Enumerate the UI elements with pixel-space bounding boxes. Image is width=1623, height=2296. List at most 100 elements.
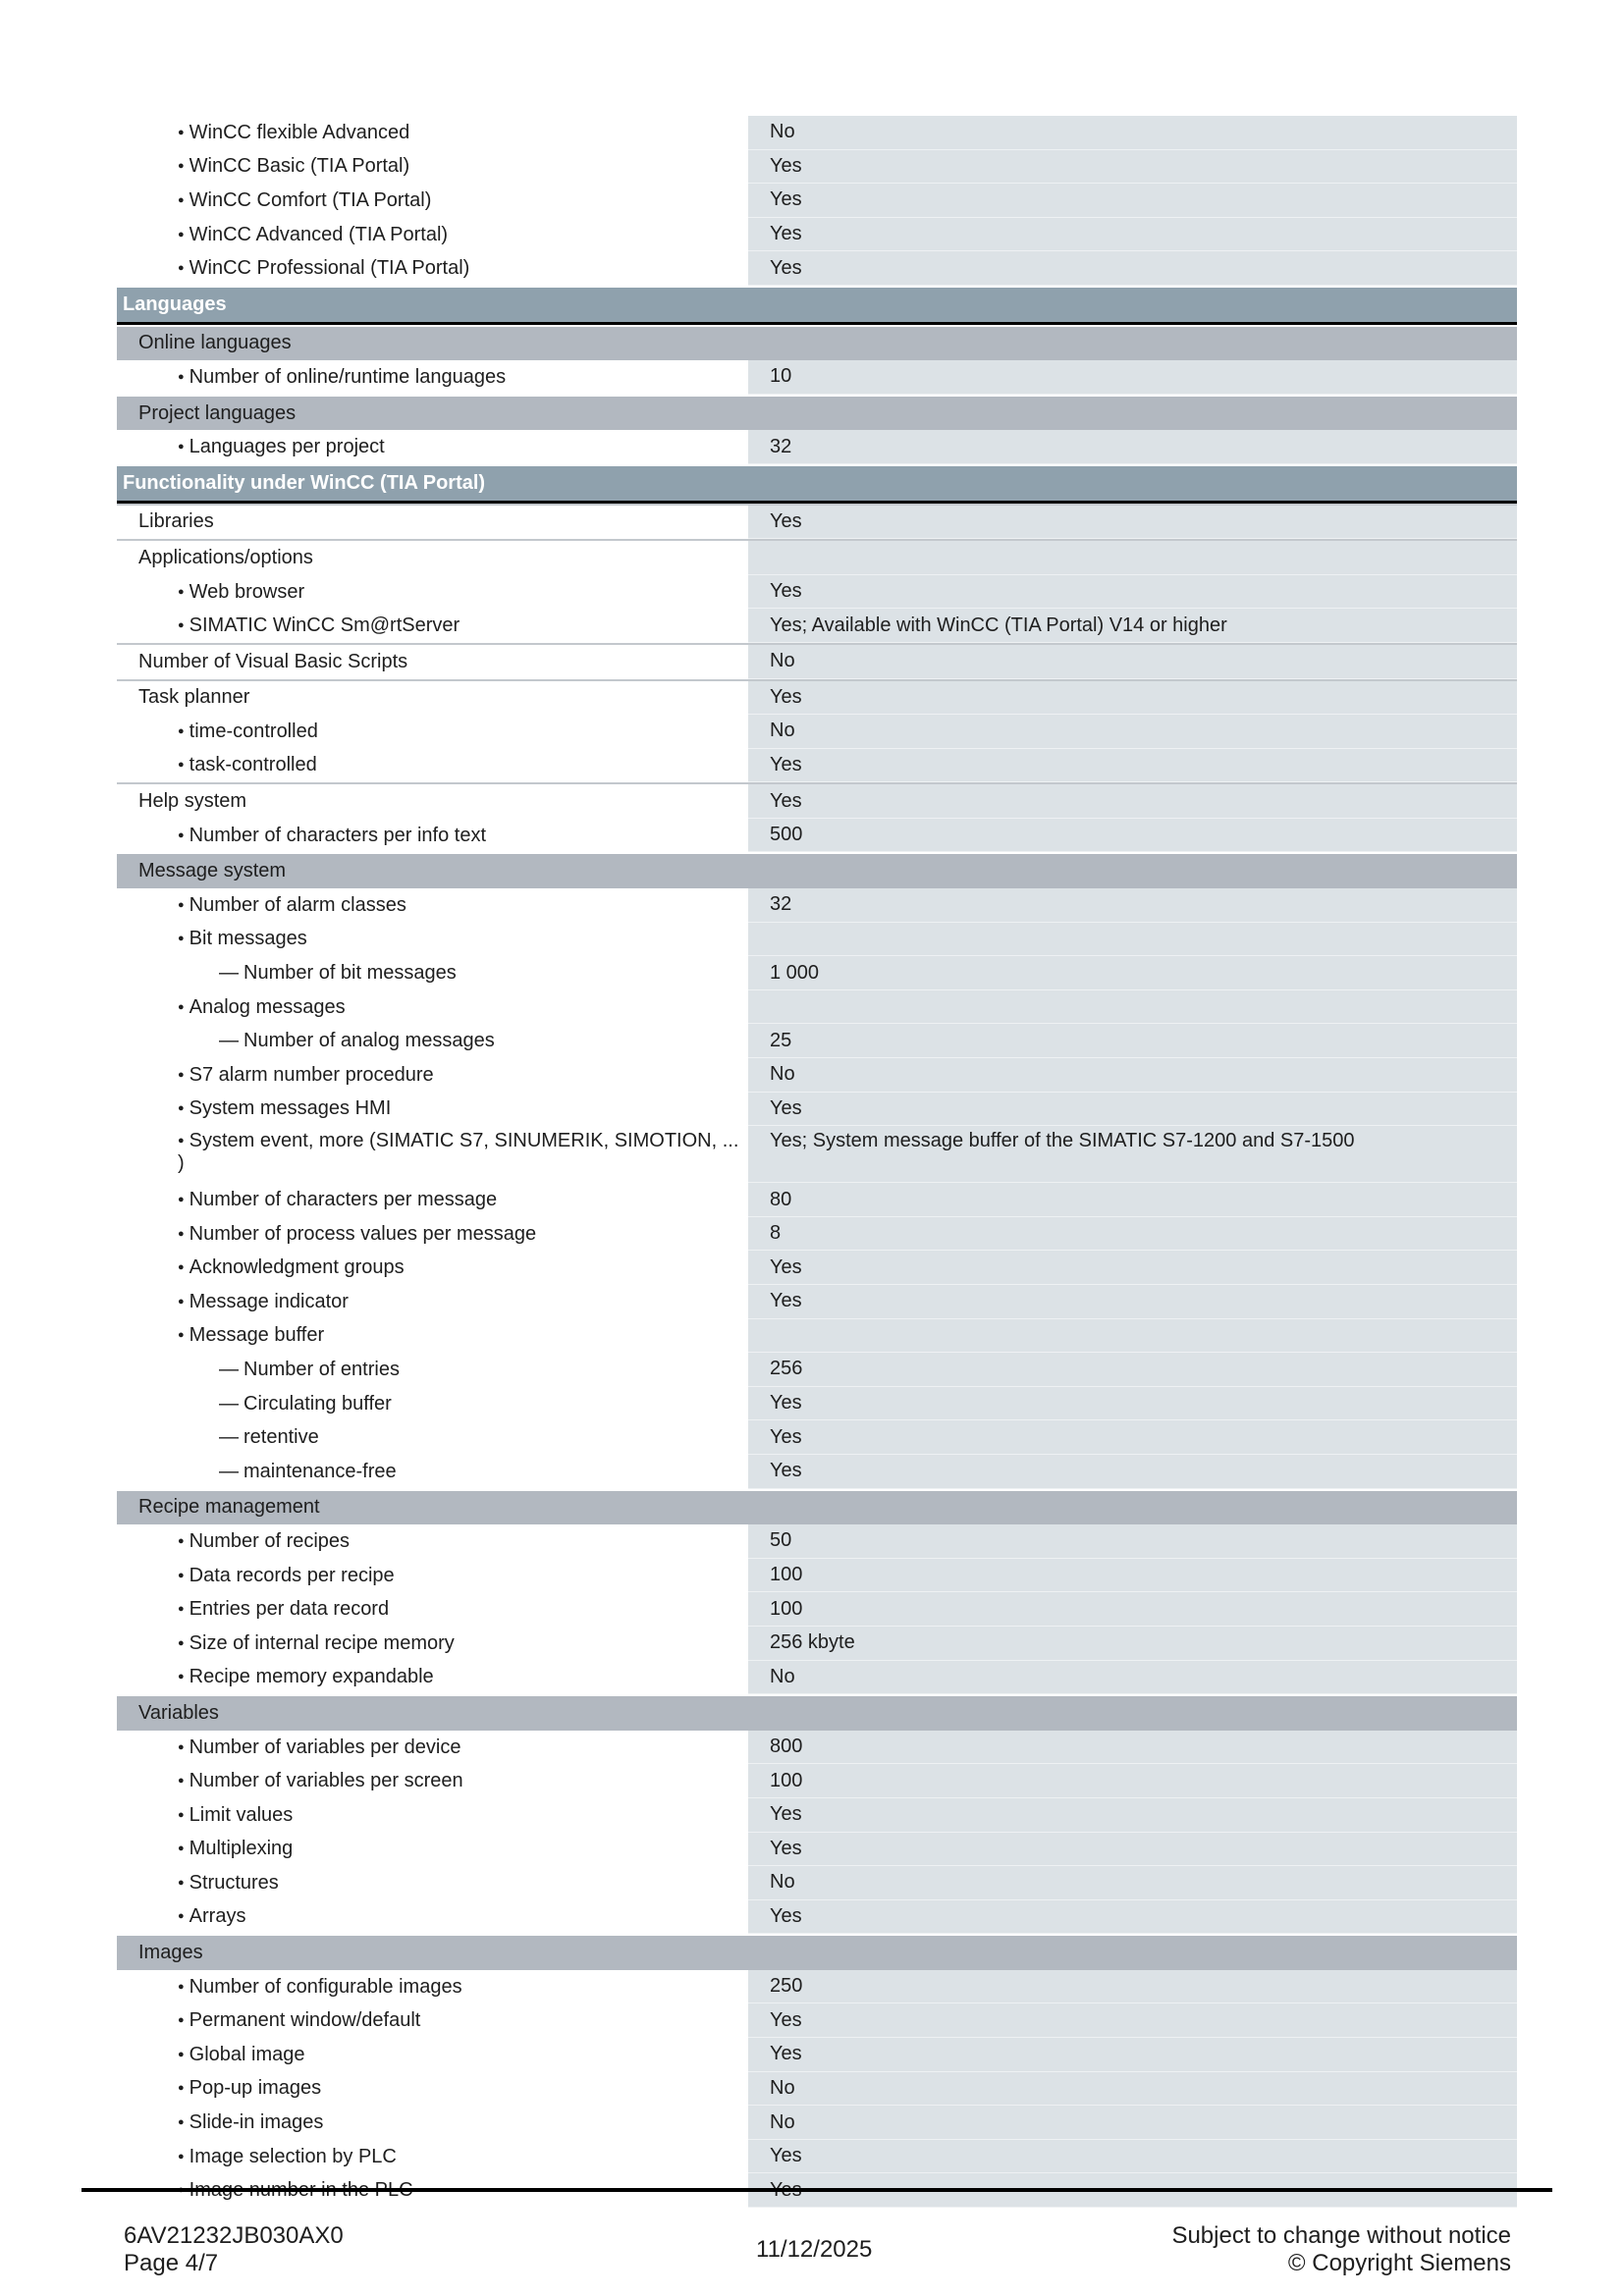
footer-divider: [81, 2188, 1552, 2192]
table-row: Number of characters per info text 500: [117, 818, 1517, 853]
row-label-text: Help system: [138, 790, 247, 813]
row-label-text: Number of Visual Basic Scripts: [138, 650, 408, 672]
row-label-text: Libraries: [138, 510, 214, 533]
row-label-text: Bit messages: [178, 928, 307, 950]
section-header: Languages: [117, 287, 1517, 325]
table-row: Analog messages: [117, 989, 1517, 1025]
row-label: Help system: [117, 784, 745, 819]
row-value: Yes: [748, 1454, 1517, 1489]
row-value: Yes: [748, 1797, 1517, 1833]
table-row: Number of variables per screen 100: [117, 1764, 1517, 1798]
footer-date: 11/12/2025: [756, 2236, 873, 2263]
table-row: Circulating buffer Yes: [117, 1386, 1517, 1421]
row-label-text: Images: [138, 1942, 203, 1964]
table-row: Message buffer: [117, 1318, 1517, 1354]
row-value: 1 000: [748, 956, 1517, 990]
row-value: No: [748, 1660, 1517, 1695]
table-row: WinCC Comfort (TIA Portal) Yes: [117, 184, 1517, 218]
row-label-text: Message buffer: [178, 1324, 325, 1347]
row-label: Message indicator: [117, 1285, 745, 1319]
row-label: time-controlled: [117, 715, 745, 749]
row-label: Pop-up images: [117, 2072, 745, 2107]
row-value: Yes: [748, 1899, 1517, 1935]
row-label-text: Number of characters per message: [178, 1189, 497, 1211]
table-row: Bit messages: [117, 922, 1517, 957]
subsection-header: Variables: [117, 1696, 1517, 1731]
table-row: Multiplexing Yes: [117, 1832, 1517, 1867]
row-label: Multiplexing: [117, 1833, 745, 1867]
row-label: Web browser: [117, 575, 745, 610]
row-label: Languages: [117, 288, 745, 322]
row-label: Analog messages: [117, 990, 745, 1025]
row-label-text: Slide-in images: [178, 2111, 324, 2134]
row-value: 250: [748, 1969, 1517, 2004]
row-value: No: [748, 715, 1517, 749]
row-label-text: Number of variables per screen: [178, 1770, 463, 1792]
row-label: retentive: [117, 1420, 745, 1455]
row-value: Yes: [748, 184, 1517, 218]
row-label-text: Global image: [178, 2044, 305, 2066]
row-value: 50: [748, 1524, 1517, 1559]
row-label: System messages HMI: [117, 1093, 745, 1127]
row-label: Task planner: [117, 681, 745, 716]
row-value: Yes; System message buffer of the SIMATI…: [748, 1126, 1517, 1184]
row-label-text: Web browser: [178, 581, 304, 604]
table-row: Global image Yes: [117, 2038, 1517, 2072]
row-label: Acknowledgment groups: [117, 1251, 745, 1285]
row-label: SIMATIC WinCC Sm@rtServer: [117, 609, 745, 643]
row-value: Yes: [748, 1285, 1517, 1319]
row-label: Entries per data record: [117, 1592, 745, 1627]
row-label-text: Circulating buffer: [219, 1393, 392, 1415]
row-value: [748, 466, 1517, 501]
row-label-text: Structures: [178, 1872, 279, 1895]
row-label-text: WinCC Comfort (TIA Portal): [178, 189, 432, 212]
row-value: Yes: [748, 149, 1517, 185]
table-row: Acknowledgment groups Yes: [117, 1251, 1517, 1285]
row-label: WinCC Professional (TIA Portal): [117, 251, 745, 286]
table-row: Entries per data record 100: [117, 1592, 1517, 1627]
row-value: [748, 989, 1517, 1025]
table-row: WinCC Professional (TIA Portal) Yes: [117, 251, 1517, 286]
row-value: 256: [748, 1353, 1517, 1387]
row-label: Bit messages: [117, 923, 745, 957]
table-row: System messages HMI Yes: [117, 1092, 1517, 1127]
row-value: 256 kbyte: [748, 1626, 1517, 1661]
row-label-text: time-controlled: [178, 721, 318, 743]
table-row: Web browser Yes: [117, 574, 1517, 610]
change-notice: Subject to change without notice: [1171, 2222, 1511, 2249]
row-label-text: Number of alarm classes: [178, 894, 406, 917]
row-label-text: Languages per project: [178, 436, 385, 458]
table-row: Libraries Yes: [117, 503, 1517, 540]
row-label: WinCC Comfort (TIA Portal): [117, 184, 745, 218]
row-label-text: Number of process values per message: [178, 1223, 537, 1246]
row-label: Recipe memory expandable: [117, 1661, 745, 1695]
table-row: Task planner Yes: [117, 678, 1517, 716]
row-value: Yes: [748, 748, 1517, 783]
row-label: Arrays: [117, 1900, 745, 1935]
subsection-header: Recipe management: [117, 1490, 1517, 1525]
row-value: Yes: [748, 2139, 1517, 2174]
row-label: Number of characters per message: [117, 1183, 745, 1217]
table-row: System event, more (SIMATIC S7, SINUMERI…: [117, 1126, 1517, 1184]
row-value: Yes: [748, 1386, 1517, 1421]
row-value: No: [748, 1866, 1517, 1900]
row-value: Yes: [748, 574, 1517, 610]
row-label-text: Analog messages: [178, 996, 346, 1019]
table-row: Help system Yes: [117, 782, 1517, 819]
row-label-text: Recipe memory expandable: [178, 1666, 434, 1688]
table-row: maintenance-free Yes: [117, 1454, 1517, 1489]
row-label-text: SIMATIC WinCC Sm@rtServer: [178, 614, 460, 637]
row-label: Functionality under WinCC (TIA Portal): [117, 466, 745, 501]
row-label-text: System messages HMI: [178, 1097, 392, 1120]
row-label-text: Number of recipes: [178, 1530, 350, 1553]
row-label: Languages per project: [117, 430, 745, 464]
row-value: 25: [748, 1024, 1517, 1059]
table-row: Languages per project 32: [117, 430, 1517, 464]
row-label-text: Recipe management: [138, 1496, 320, 1519]
table-row: Number of characters per message 80: [117, 1183, 1517, 1217]
row-label-text: Limit values: [178, 1804, 294, 1827]
row-label-text: Data records per recipe: [178, 1565, 395, 1587]
table-row: Limit values Yes: [117, 1797, 1517, 1833]
table-row: Number of configurable images 250: [117, 1969, 1517, 2004]
row-label: Number of variables per screen: [117, 1764, 745, 1798]
